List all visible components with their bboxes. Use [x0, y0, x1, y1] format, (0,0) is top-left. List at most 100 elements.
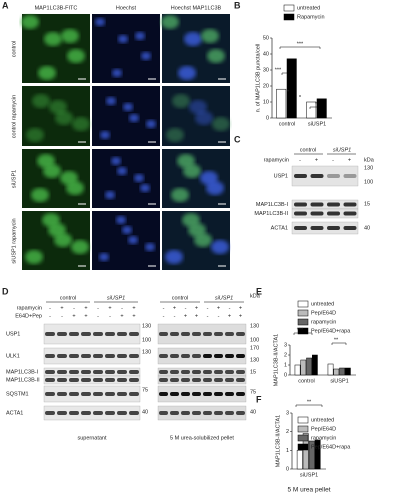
- band: [129, 354, 139, 358]
- bracket: [309, 106, 323, 109]
- treatment-label: rapamycin: [264, 157, 289, 163]
- cell: [37, 154, 55, 168]
- band: [214, 411, 223, 415]
- bar: [300, 359, 307, 376]
- y-tick-label: 30: [263, 67, 269, 73]
- band: [105, 378, 115, 382]
- sign: +: [84, 313, 87, 319]
- y-tick-label: 50: [263, 35, 269, 41]
- blot: [157, 375, 247, 385]
- band: [93, 411, 103, 415]
- cell: [118, 35, 128, 43]
- band: [214, 332, 223, 336]
- band: [57, 411, 67, 415]
- panel-label: B: [234, 0, 241, 10]
- panel-label: A: [2, 0, 9, 10]
- band: [170, 370, 179, 374]
- band: [93, 332, 103, 336]
- y-tick-label: 40: [263, 51, 269, 57]
- blot: [291, 208, 359, 219]
- legend-label: untreated: [311, 417, 334, 423]
- sign: +: [315, 157, 318, 163]
- band: [129, 378, 139, 382]
- band: [159, 370, 168, 374]
- band: [192, 392, 201, 396]
- sign: -: [299, 157, 301, 163]
- group-label: control: [60, 295, 77, 301]
- band: [225, 392, 234, 396]
- cell: [184, 32, 202, 46]
- sign: -: [207, 313, 209, 319]
- band: [192, 332, 201, 336]
- blot: [43, 347, 141, 365]
- band: [105, 332, 115, 336]
- sign: +: [217, 305, 220, 311]
- band: [69, 332, 79, 336]
- x-axis-label: 5 M urea pellet: [288, 487, 331, 494]
- band: [45, 378, 55, 382]
- sign: -: [163, 305, 165, 311]
- band: [203, 378, 212, 382]
- band: [181, 354, 190, 358]
- cell: [111, 157, 121, 165]
- cell: [95, 18, 105, 26]
- band: [57, 332, 67, 336]
- cell: [182, 213, 200, 227]
- x-tick-label: siUSP1: [330, 378, 348, 384]
- band: [159, 378, 168, 382]
- band: [170, 332, 179, 336]
- bracket: [293, 332, 313, 335]
- marker: 75: [142, 387, 148, 393]
- y-tick-label: 10: [263, 99, 269, 105]
- sign: -: [109, 313, 111, 319]
- band-label: ULK1: [6, 353, 20, 359]
- bar: [294, 364, 301, 376]
- cell: [128, 236, 138, 244]
- legend-label: rapamycin: [311, 435, 336, 441]
- band: [327, 226, 340, 230]
- band: [203, 411, 212, 415]
- cell: [55, 111, 73, 125]
- legend-label: Pep/E64D: [311, 426, 336, 432]
- y-tick-label: 3: [286, 410, 289, 416]
- micrograph: [22, 149, 90, 208]
- band-label: MAP1LC3B-II: [254, 211, 288, 217]
- cell: [117, 167, 127, 175]
- bar: [296, 450, 303, 470]
- sign: -: [207, 305, 209, 311]
- band: [214, 392, 223, 396]
- band: [129, 411, 139, 415]
- legend-label: Rapamycin: [297, 14, 325, 20]
- sign: -: [218, 313, 220, 319]
- cell: [42, 213, 60, 227]
- band-label: USP1: [6, 331, 20, 337]
- cell: [129, 114, 139, 122]
- band: [117, 354, 127, 358]
- band: [117, 392, 127, 396]
- band: [93, 392, 103, 396]
- cell: [171, 188, 189, 202]
- band: [105, 370, 115, 374]
- band: [57, 354, 67, 358]
- sign: +: [348, 157, 351, 163]
- band: [170, 411, 179, 415]
- cell: [44, 32, 62, 46]
- cell: [26, 128, 44, 142]
- cell: [177, 154, 195, 168]
- band: [45, 392, 55, 396]
- group-label: siUSP1: [333, 147, 351, 153]
- band: [170, 378, 179, 382]
- band: [225, 354, 234, 358]
- cell: [60, 171, 78, 185]
- bar: [286, 58, 297, 119]
- cell: [123, 103, 133, 111]
- band: [93, 378, 103, 382]
- marker: 40: [142, 409, 148, 415]
- legend-swatch: [297, 434, 309, 442]
- significance: *: [315, 101, 318, 107]
- band: [45, 354, 55, 358]
- significance: *: [287, 89, 290, 95]
- band: [225, 332, 234, 336]
- panel-label: D: [2, 286, 9, 296]
- band: [236, 411, 245, 415]
